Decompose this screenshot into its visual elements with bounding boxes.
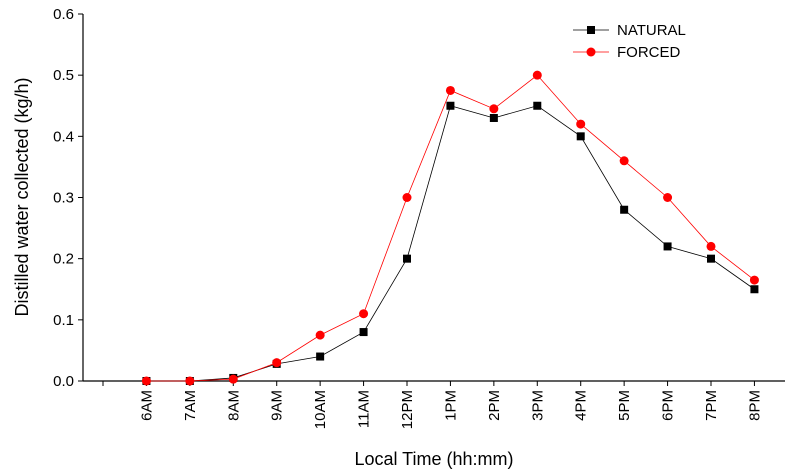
line <box>146 105 755 382</box>
marker <box>489 104 499 114</box>
x-tick-label: 8PM <box>746 390 763 421</box>
y-tick-label: 0.1 <box>53 312 74 329</box>
marker <box>446 101 455 110</box>
legend-marker <box>586 47 596 57</box>
marker <box>533 101 542 110</box>
marker <box>272 358 282 368</box>
x-tick-label: 11AM <box>356 390 373 428</box>
x-tick-label: 4PM <box>573 390 590 421</box>
marker <box>403 254 411 263</box>
legend-marker <box>587 26 595 34</box>
marker <box>359 309 369 319</box>
x-tick-label: 9AM <box>269 390 286 421</box>
y-tick-label: 0.0 <box>53 373 74 390</box>
marker <box>576 119 586 129</box>
x-tick-label: 8AM <box>225 390 242 421</box>
line <box>146 74 755 382</box>
x-axis-label: Local Time (hh:mm) <box>354 449 513 469</box>
marker <box>228 374 238 384</box>
legend-label: NATURAL <box>617 22 686 39</box>
marker <box>316 352 325 361</box>
x-tick-label: 7PM <box>703 390 720 421</box>
y-tick-label: 0.3 <box>53 190 74 207</box>
y-tick-label: 0.5 <box>53 67 74 84</box>
marker <box>141 376 151 386</box>
marker <box>489 113 498 122</box>
y-tick-label: 0.2 <box>53 251 74 268</box>
marker <box>402 193 412 202</box>
y-tick-label: 0.4 <box>53 128 74 145</box>
marker <box>619 156 629 166</box>
marker <box>750 285 759 294</box>
y-tick-label: 0.6 <box>53 6 74 23</box>
x-tick-label: 5PM <box>616 390 633 421</box>
marker <box>576 132 585 141</box>
marker <box>315 330 325 340</box>
marker <box>663 193 673 202</box>
marker <box>185 376 195 386</box>
x-tick-label: 1PM <box>442 390 459 421</box>
marker <box>707 254 715 263</box>
marker <box>532 70 542 80</box>
x-tick-label: 12PM <box>399 390 416 429</box>
x-tick-label: 7AM <box>182 390 199 421</box>
x-tick-label: 6AM <box>138 390 155 421</box>
legend-label: FORCED <box>617 44 681 61</box>
marker <box>706 241 716 251</box>
y-axis-label: Distilled water collected (kg/h) <box>12 77 32 316</box>
x-tick-label: 6PM <box>660 390 677 421</box>
x-tick-label: 10AM <box>312 390 329 429</box>
marker <box>620 205 629 214</box>
marker <box>749 275 759 285</box>
marker <box>445 85 455 95</box>
x-tick-label: 3PM <box>529 390 546 421</box>
marker <box>359 328 368 337</box>
marker <box>663 242 672 251</box>
x-tick-label: 2PM <box>486 390 503 421</box>
